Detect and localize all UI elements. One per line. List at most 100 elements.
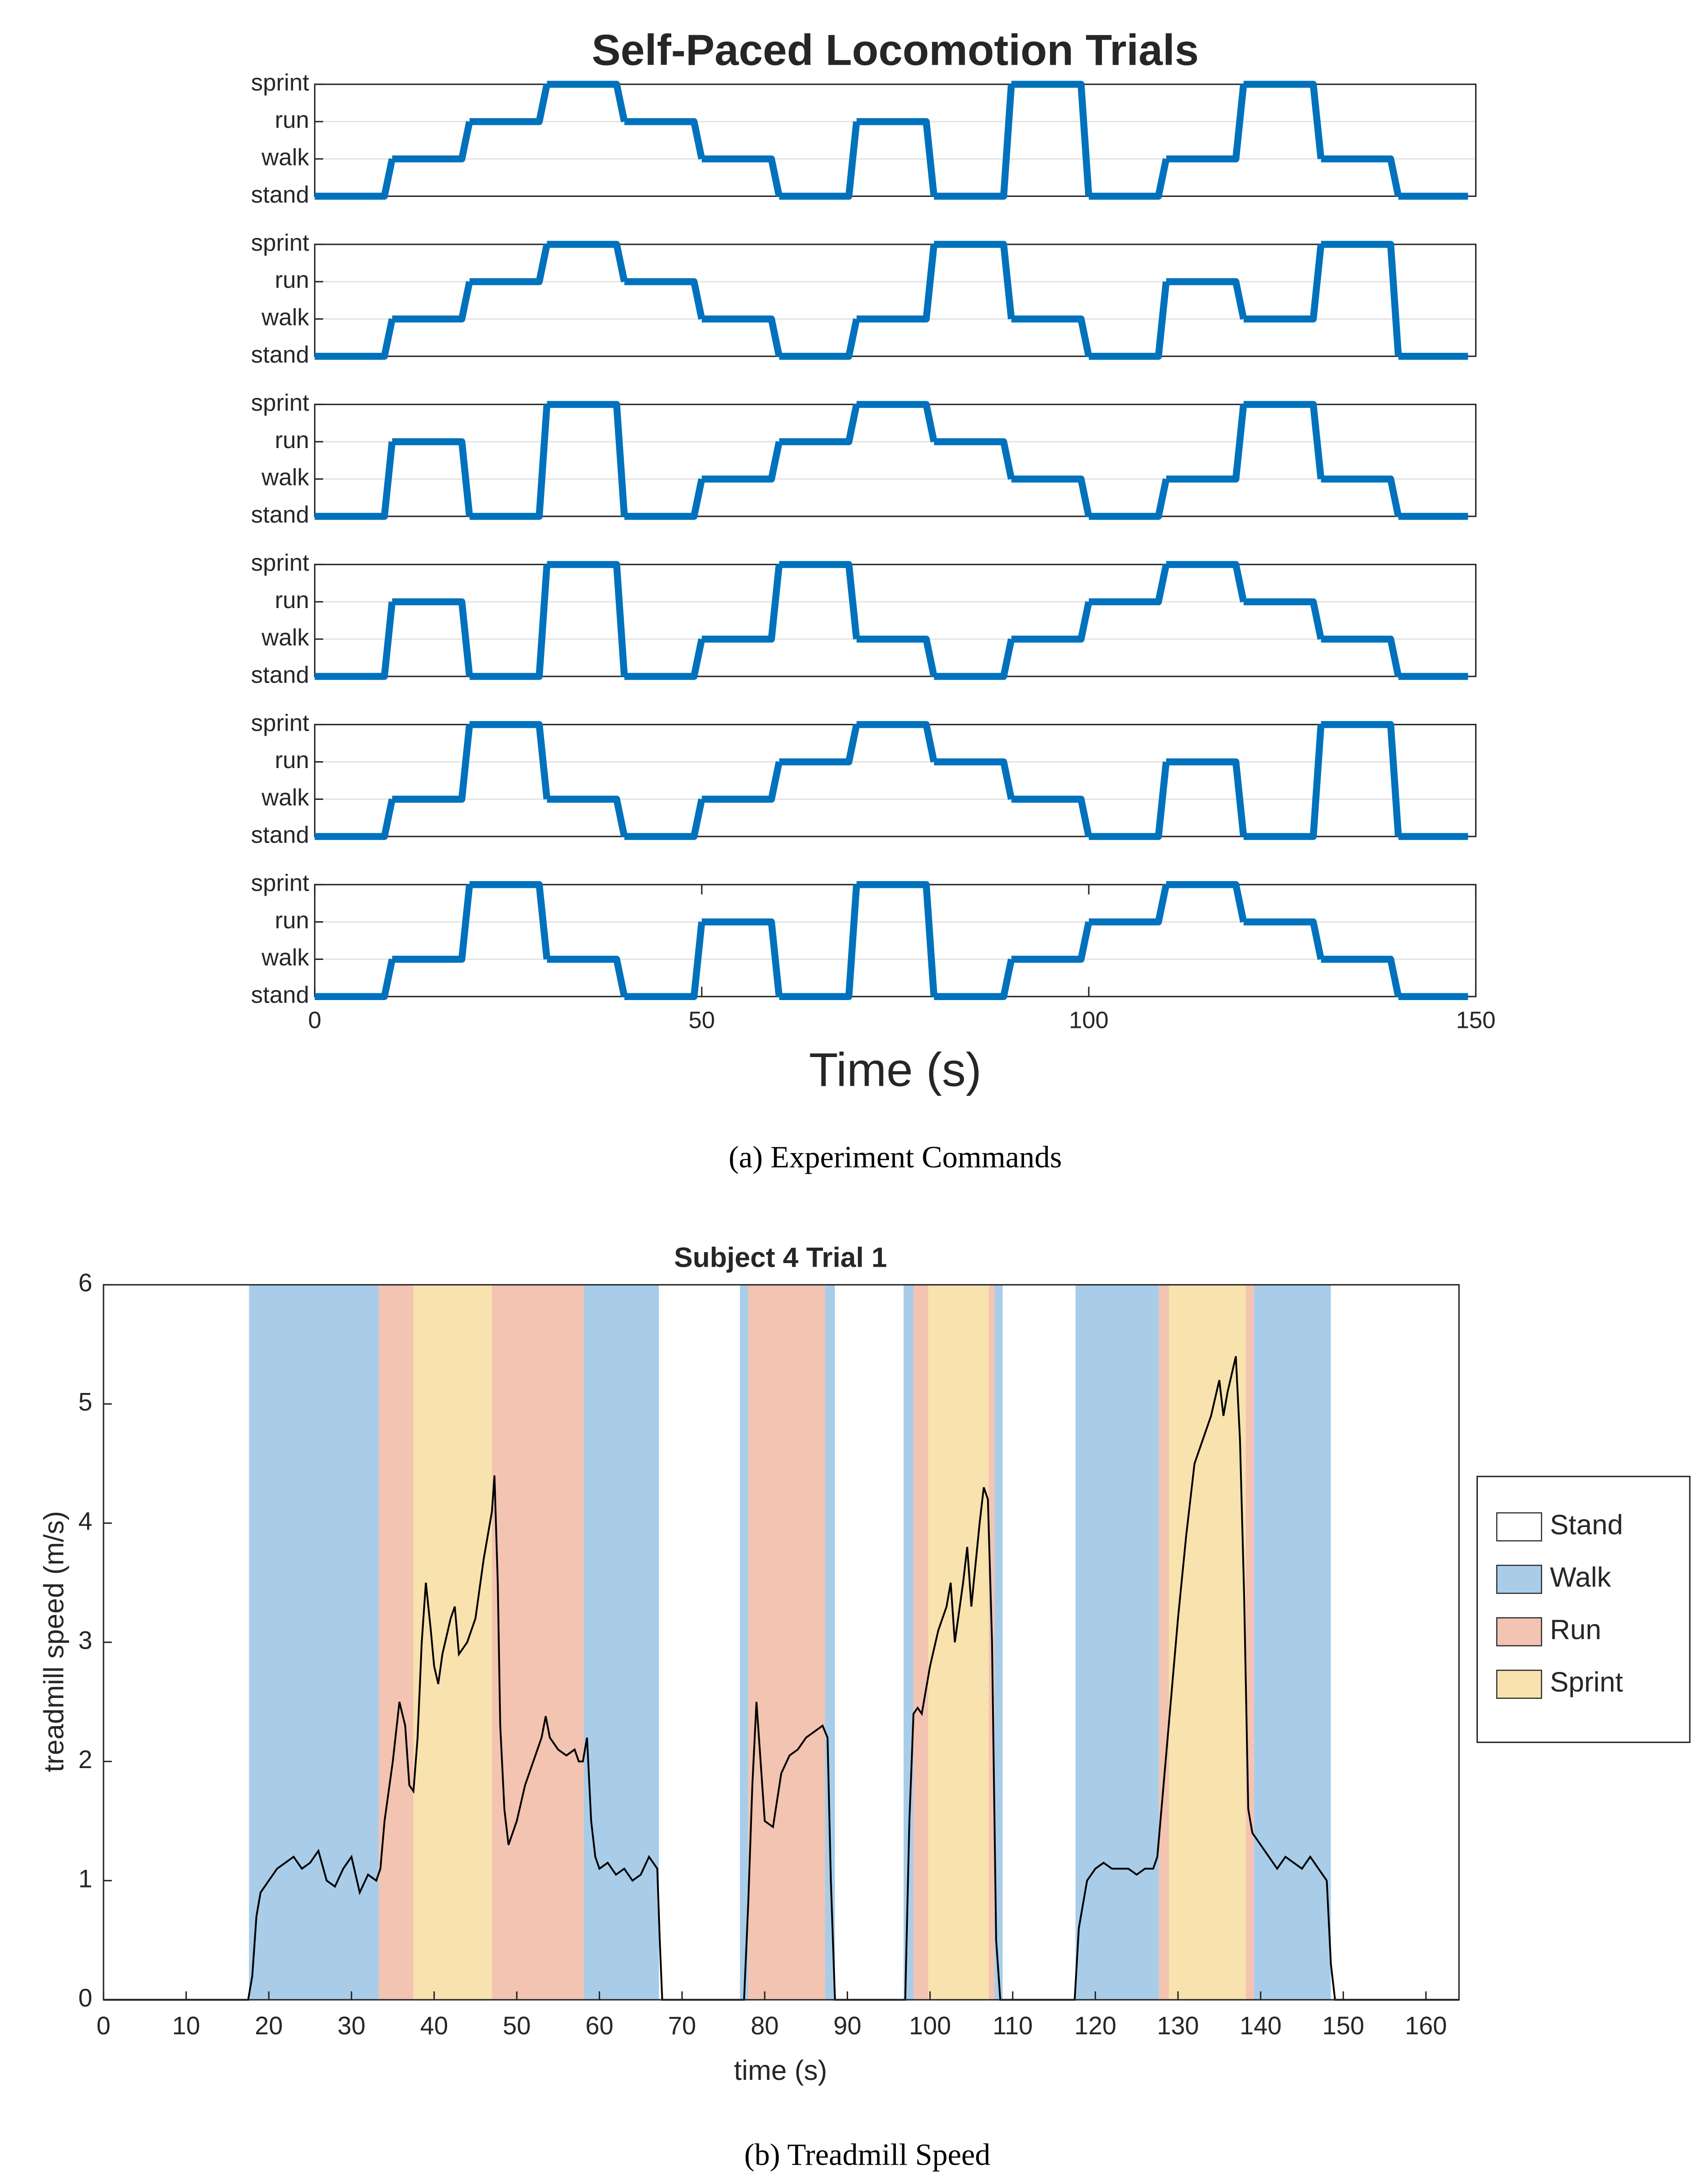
x-tick-label: 10 bbox=[172, 2012, 200, 2040]
state-band bbox=[903, 1284, 914, 2000]
step-segment bbox=[701, 441, 783, 483]
chart-title: Self-Paced Locomotion Trials bbox=[592, 26, 1199, 75]
step-segment bbox=[1166, 561, 1247, 603]
y-tick-label: walk bbox=[261, 944, 309, 971]
step-segment bbox=[1321, 721, 1402, 837]
x-tick-label: 0 bbox=[97, 2012, 111, 2040]
step-segment bbox=[1243, 401, 1325, 480]
speed-line bbox=[103, 1356, 1459, 2001]
y-tick-label: stand bbox=[251, 822, 309, 848]
step-segment bbox=[469, 881, 550, 960]
step-segment bbox=[1089, 478, 1170, 520]
state-band bbox=[103, 1284, 249, 2000]
legend-swatch bbox=[1496, 1564, 1542, 1594]
step-segment bbox=[856, 721, 937, 763]
x-tick-label: 100 bbox=[909, 2012, 951, 2040]
y-tick-label: 0 bbox=[78, 1984, 93, 2012]
step-segment bbox=[701, 761, 783, 803]
step-segment bbox=[1011, 921, 1092, 963]
step-segment bbox=[314, 318, 396, 360]
step-segment bbox=[856, 401, 937, 443]
step-segment bbox=[624, 638, 705, 680]
caption: (b) Treadmill Speed bbox=[744, 2138, 990, 2172]
x-tick-label: 80 bbox=[751, 2012, 778, 2040]
step-segment bbox=[314, 958, 396, 1000]
step-segment bbox=[547, 401, 628, 517]
x-tick-label: 30 bbox=[338, 2012, 365, 2040]
y-tick-label: run bbox=[275, 907, 309, 934]
step-segment bbox=[1089, 884, 1170, 926]
y-tick-label: stand bbox=[251, 502, 309, 528]
x-tick-label: 130 bbox=[1157, 2012, 1199, 2040]
step-segment bbox=[314, 158, 396, 200]
step-segment bbox=[1321, 475, 1402, 517]
state-band bbox=[740, 1284, 748, 2000]
step-segment bbox=[1011, 81, 1092, 197]
axes-box bbox=[103, 1284, 1460, 2001]
legend-label: Walk bbox=[1550, 1562, 1611, 1593]
y-axis-label: treadmill speed (m/s) bbox=[38, 1511, 70, 1772]
x-tick-label: 140 bbox=[1240, 2012, 1281, 2040]
y-tick-label: walk bbox=[261, 144, 309, 170]
step-segment bbox=[547, 241, 628, 283]
axes-box bbox=[314, 884, 1476, 997]
step-segment bbox=[1243, 81, 1325, 160]
state-band bbox=[1075, 1284, 1159, 2000]
state-band bbox=[1245, 1284, 1254, 2000]
step-segment bbox=[547, 955, 628, 997]
legend-label: Stand bbox=[1550, 1509, 1623, 1541]
legend-swatch bbox=[1496, 1617, 1542, 1646]
x-tick-label: 20 bbox=[255, 2012, 283, 2040]
state-band bbox=[379, 1284, 414, 2000]
step-segment bbox=[624, 118, 705, 160]
step-segment bbox=[392, 724, 473, 803]
step-segment bbox=[392, 598, 473, 677]
step-segment bbox=[701, 564, 783, 643]
step-segment bbox=[392, 121, 473, 163]
step-segment bbox=[1089, 158, 1170, 200]
state-band bbox=[1159, 1284, 1169, 2000]
y-tick-label: sprint bbox=[251, 870, 309, 897]
step-segment bbox=[934, 438, 1015, 480]
step-segment bbox=[1243, 918, 1325, 960]
state-band bbox=[748, 1284, 825, 2000]
state-band bbox=[659, 1284, 740, 2000]
y-tick-label: walk bbox=[261, 304, 309, 331]
axes-box bbox=[314, 243, 1476, 357]
step-segment bbox=[779, 724, 860, 766]
step-segment bbox=[934, 758, 1015, 800]
state-band bbox=[1169, 1284, 1246, 2000]
x-tick-label: 50 bbox=[689, 1007, 715, 1033]
y-tick-label: sprint bbox=[251, 390, 309, 416]
step-segment bbox=[1089, 761, 1170, 840]
state-band bbox=[583, 1284, 659, 2000]
step-segment bbox=[392, 438, 473, 517]
y-tick-label: 3 bbox=[78, 1626, 93, 1655]
step-segment bbox=[624, 278, 705, 320]
y-tick-label: sprint bbox=[251, 710, 309, 736]
y-tick-label: run bbox=[275, 427, 309, 454]
x-tick-label: 100 bbox=[1069, 1007, 1109, 1033]
step-segment bbox=[779, 403, 860, 445]
step-segment bbox=[314, 441, 396, 520]
step-segment bbox=[701, 918, 783, 997]
y-tick-label: 4 bbox=[78, 1507, 93, 1535]
y-tick-label: 5 bbox=[78, 1388, 93, 1416]
y-tick-label: walk bbox=[261, 784, 309, 811]
step-segment bbox=[624, 478, 705, 520]
x-tick-label: 110 bbox=[993, 2012, 1033, 2040]
step-segment bbox=[547, 795, 628, 837]
step-segment bbox=[701, 155, 783, 197]
y-tick-label: 2 bbox=[78, 1745, 93, 1774]
step-segment bbox=[934, 958, 1015, 1000]
step-segment bbox=[1166, 881, 1247, 923]
step-segment bbox=[547, 561, 628, 677]
y-tick-label: sprint bbox=[251, 230, 309, 256]
step-segment bbox=[1321, 635, 1402, 677]
step-segment bbox=[624, 798, 705, 840]
y-tick-label: stand bbox=[251, 982, 309, 1008]
x-tick-label: 70 bbox=[668, 2012, 696, 2040]
step-segment bbox=[1011, 795, 1092, 837]
step-segment bbox=[469, 404, 550, 520]
chart-title: Subject 4 Trial 1 bbox=[674, 1242, 887, 1274]
